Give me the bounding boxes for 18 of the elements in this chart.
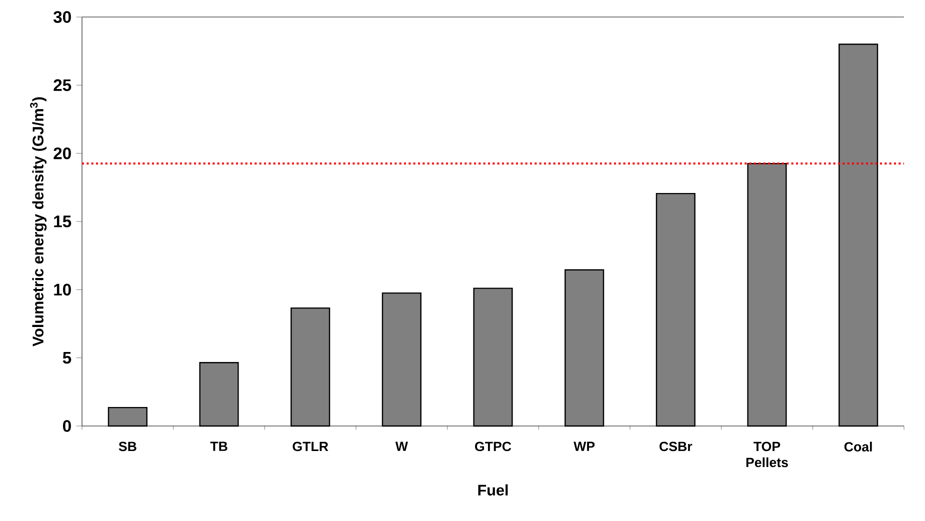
x-tick-label: W	[395, 442, 408, 451]
x-tick-label: WP	[574, 442, 595, 451]
y-axis-title: Volumetric energy density (GJ/m$^{3}$)	[30, 97, 47, 346]
y-tick-label: 10	[54, 284, 71, 296]
x-axis-title: Fuel	[478, 484, 508, 496]
x-tick-label: GTLR	[292, 442, 328, 452]
x-tick-label: Coal	[844, 442, 872, 452]
y-tick-label: 25	[54, 79, 72, 92]
y-tick-label: 15	[54, 216, 72, 228]
x-tick-label: SB	[118, 442, 136, 452]
x-tick-label: TB	[210, 442, 228, 451]
x-tick-label: TOP Pellets	[746, 442, 788, 468]
y-tick-label: 0	[63, 420, 71, 432]
x-tick-label: CSBr	[660, 442, 692, 452]
x-tick-label: GTPC	[475, 442, 512, 452]
y-tick-label: 20	[54, 147, 71, 160]
y-tick-label: 30	[53, 11, 71, 23]
y-tick-label: 5	[62, 352, 72, 364]
